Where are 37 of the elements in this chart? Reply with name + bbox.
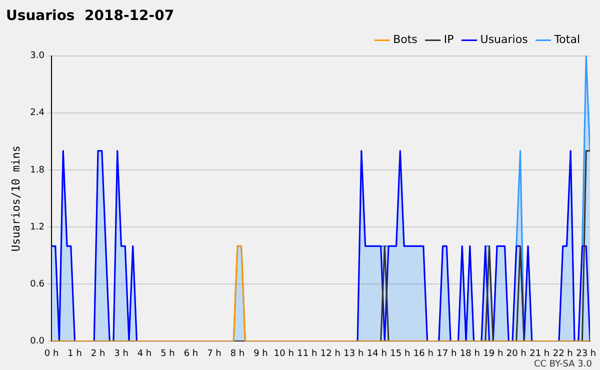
x-tick-label: 22 h	[552, 348, 573, 359]
y-tick-label: 1.2	[30, 222, 45, 232]
legend-label: IP	[444, 33, 454, 46]
y-tick-label: 1.8	[30, 165, 45, 176]
x-tick-label: 23 h	[576, 348, 596, 359]
x-tick-label: 21 h	[530, 348, 550, 359]
x-tick-label: 7 h	[207, 348, 222, 359]
y-tick-label: 0.0	[30, 336, 45, 347]
x-tick-label: 18 h	[460, 348, 480, 359]
x-tick-label: 5 h	[160, 348, 175, 359]
y-tick-label: 0.6	[30, 279, 45, 290]
x-tick-label: 1 h	[68, 348, 82, 359]
x-tick-label: 0 h	[44, 348, 59, 359]
x-tick-label: 2 h	[90, 348, 106, 359]
x-tick-label: 9 h	[254, 348, 268, 359]
x-tick-label: 6 h	[184, 348, 198, 359]
y-axis-title: Usuarios/10 mins	[9, 146, 22, 252]
x-tick-label: 13 h	[344, 348, 364, 359]
x-tick-label: 3 h	[114, 348, 128, 359]
x-tick-label: 17 h	[436, 348, 457, 359]
x-tick-label: 4 h	[137, 348, 152, 359]
x-tick-label: 8 h	[230, 348, 245, 359]
y-tick-label: 3.0	[30, 51, 45, 62]
chart-title: Usuarios 2018-12-07	[6, 8, 174, 24]
legend-label: Usuarios	[480, 33, 528, 46]
legend-label: Total	[553, 33, 580, 46]
y-tick-label: 2.4	[30, 108, 45, 118]
text: CC BY-SA 3.0	[534, 359, 592, 370]
x-tick-label: 10 h	[274, 348, 294, 359]
x-tick-label: 16 h	[413, 348, 434, 359]
legend-label: Bots	[393, 33, 418, 46]
x-tick-label: 12 h	[320, 348, 340, 359]
x-tick-label: 11 h	[297, 348, 318, 359]
x-tick-label: 14 h	[366, 348, 387, 359]
x-tick-label: 19 h	[483, 348, 504, 359]
x-tick-label: 15 h	[390, 348, 410, 359]
x-tick-label: 20 h	[506, 348, 526, 359]
